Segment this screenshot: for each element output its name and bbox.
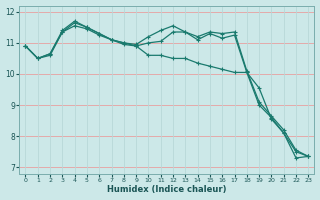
X-axis label: Humidex (Indice chaleur): Humidex (Indice chaleur) — [107, 185, 227, 194]
